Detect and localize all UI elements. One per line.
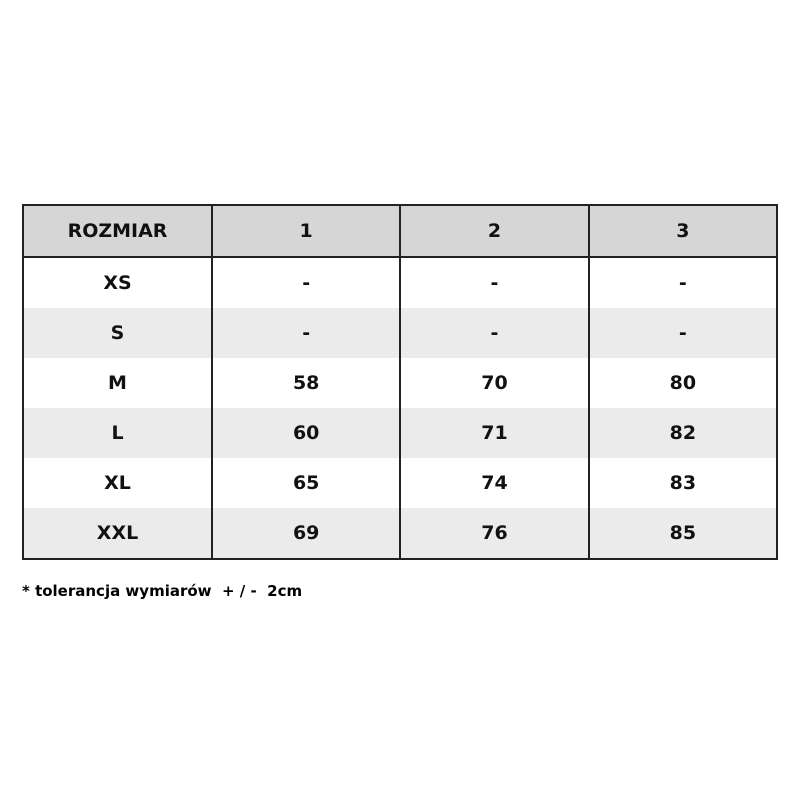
table-row: M 58 70 80 xyxy=(22,358,779,408)
value-cell: 69 xyxy=(210,508,402,559)
value-cell: 80 xyxy=(587,358,779,408)
size-table: ROZMIAR 1 2 3 XS - - - S - - - M 58 70 80 L 60 71 82 XL 65 74… xyxy=(22,204,779,560)
value-cell: 76 xyxy=(399,508,590,559)
size-cell: XL xyxy=(22,458,213,508)
size-cell: M xyxy=(22,358,213,408)
value-cell: 85 xyxy=(587,508,779,559)
header-cell: ROZMIAR xyxy=(22,204,213,258)
table-row: L 60 71 82 xyxy=(22,408,779,458)
size-cell: XXL xyxy=(22,508,213,559)
table-row: XXL 69 76 85 xyxy=(22,508,779,559)
value-cell: 58 xyxy=(210,358,402,408)
table-body: XS - - - S - - - M 58 70 80 L 60 71 82 XL 65 74 83 XXL 69 76 85 xyxy=(22,257,779,559)
table-row: XS - - - xyxy=(22,257,779,308)
header-cell: 3 xyxy=(587,204,779,258)
value-cell: - xyxy=(399,257,590,308)
table-row: XL 65 74 83 xyxy=(22,458,779,508)
value-cell: 71 xyxy=(399,408,590,458)
header-cell: 1 xyxy=(210,204,402,258)
header-cell: 2 xyxy=(399,204,590,258)
value-cell: 65 xyxy=(210,458,402,508)
size-cell: XS xyxy=(22,257,213,308)
size-cell: S xyxy=(22,308,213,358)
value-cell: 70 xyxy=(399,358,590,408)
value-cell: 83 xyxy=(587,458,779,508)
header-row: ROZMIAR 1 2 3 xyxy=(22,204,779,258)
value-cell: 74 xyxy=(399,458,590,508)
value-cell: - xyxy=(210,257,402,308)
size-cell: L xyxy=(22,408,213,458)
value-cell: - xyxy=(210,308,402,358)
value-cell: 60 xyxy=(210,408,402,458)
value-cell: - xyxy=(587,308,779,358)
value-cell: 82 xyxy=(587,408,779,458)
table-row: S--- xyxy=(22,308,779,358)
footnote: * tolerancja wymiarów + / - 2cm xyxy=(22,582,303,600)
value-cell: - xyxy=(399,308,590,358)
value-cell: - xyxy=(587,257,779,308)
